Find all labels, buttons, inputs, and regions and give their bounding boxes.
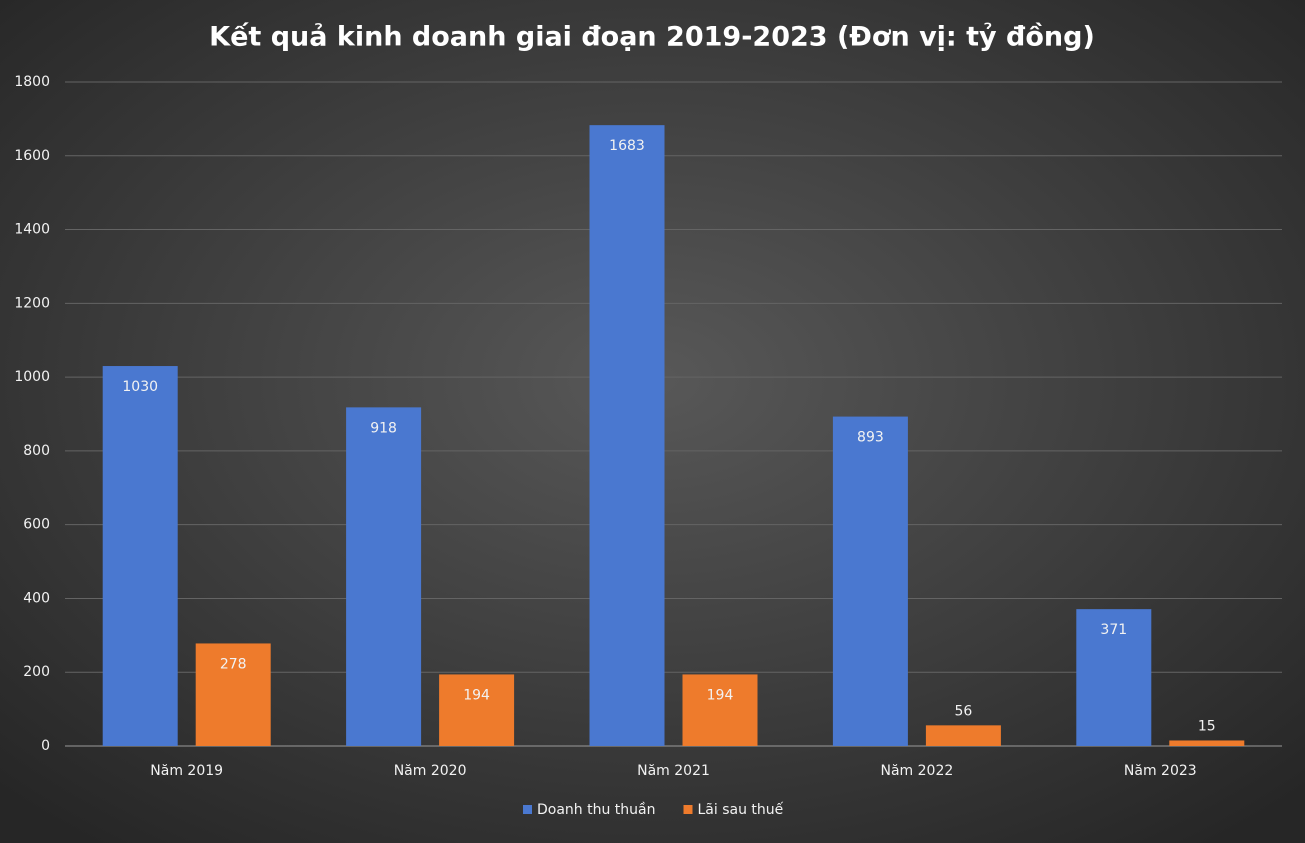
- bar: [682, 674, 758, 746]
- x-tick-label: Năm 2021: [637, 763, 710, 779]
- bar: [346, 407, 422, 746]
- bar: [925, 725, 1001, 746]
- bar: [195, 643, 271, 746]
- data-label: 918: [370, 420, 397, 436]
- legend-swatch: [523, 805, 532, 814]
- bar: [1076, 609, 1152, 746]
- bar: [589, 125, 665, 746]
- legend-swatch: [683, 805, 693, 814]
- x-tick-label: Năm 2022: [881, 763, 954, 779]
- chart-title: Kết quả kinh doanh giai đoạn 2019-2023 (…: [209, 22, 1095, 53]
- data-label: 194: [707, 687, 734, 703]
- data-label: 194: [463, 687, 490, 703]
- y-tick-label: 1800: [14, 74, 50, 90]
- data-label: 371: [1100, 622, 1127, 638]
- x-tick-label: Năm 2020: [394, 763, 467, 779]
- bar: [102, 366, 178, 746]
- y-tick-label: 800: [23, 443, 50, 459]
- data-label: 893: [857, 430, 884, 446]
- y-tick-label: 600: [23, 517, 50, 533]
- y-tick-label: 1600: [14, 148, 50, 164]
- bar: [439, 674, 515, 746]
- y-tick-label: 400: [23, 590, 50, 606]
- x-tick-label: Năm 2023: [1124, 763, 1197, 779]
- data-label: 56: [954, 703, 972, 719]
- bar: [832, 416, 908, 746]
- y-tick-label: 0: [41, 738, 50, 754]
- data-label: 1030: [122, 379, 158, 395]
- y-tick-label: 1400: [14, 222, 50, 238]
- x-tick-label: Năm 2019: [150, 763, 223, 779]
- y-tick-label: 1200: [14, 295, 50, 311]
- y-tick-label: 200: [23, 664, 50, 680]
- bar: [1169, 740, 1245, 746]
- y-tick-label: 1000: [14, 369, 50, 385]
- legend-label: Lãi sau thuế: [698, 801, 784, 818]
- data-label: 1683: [609, 138, 645, 154]
- data-label: 15: [1198, 718, 1216, 734]
- data-label: 278: [220, 656, 247, 672]
- legend-label: Doanh thu thuần: [537, 802, 656, 818]
